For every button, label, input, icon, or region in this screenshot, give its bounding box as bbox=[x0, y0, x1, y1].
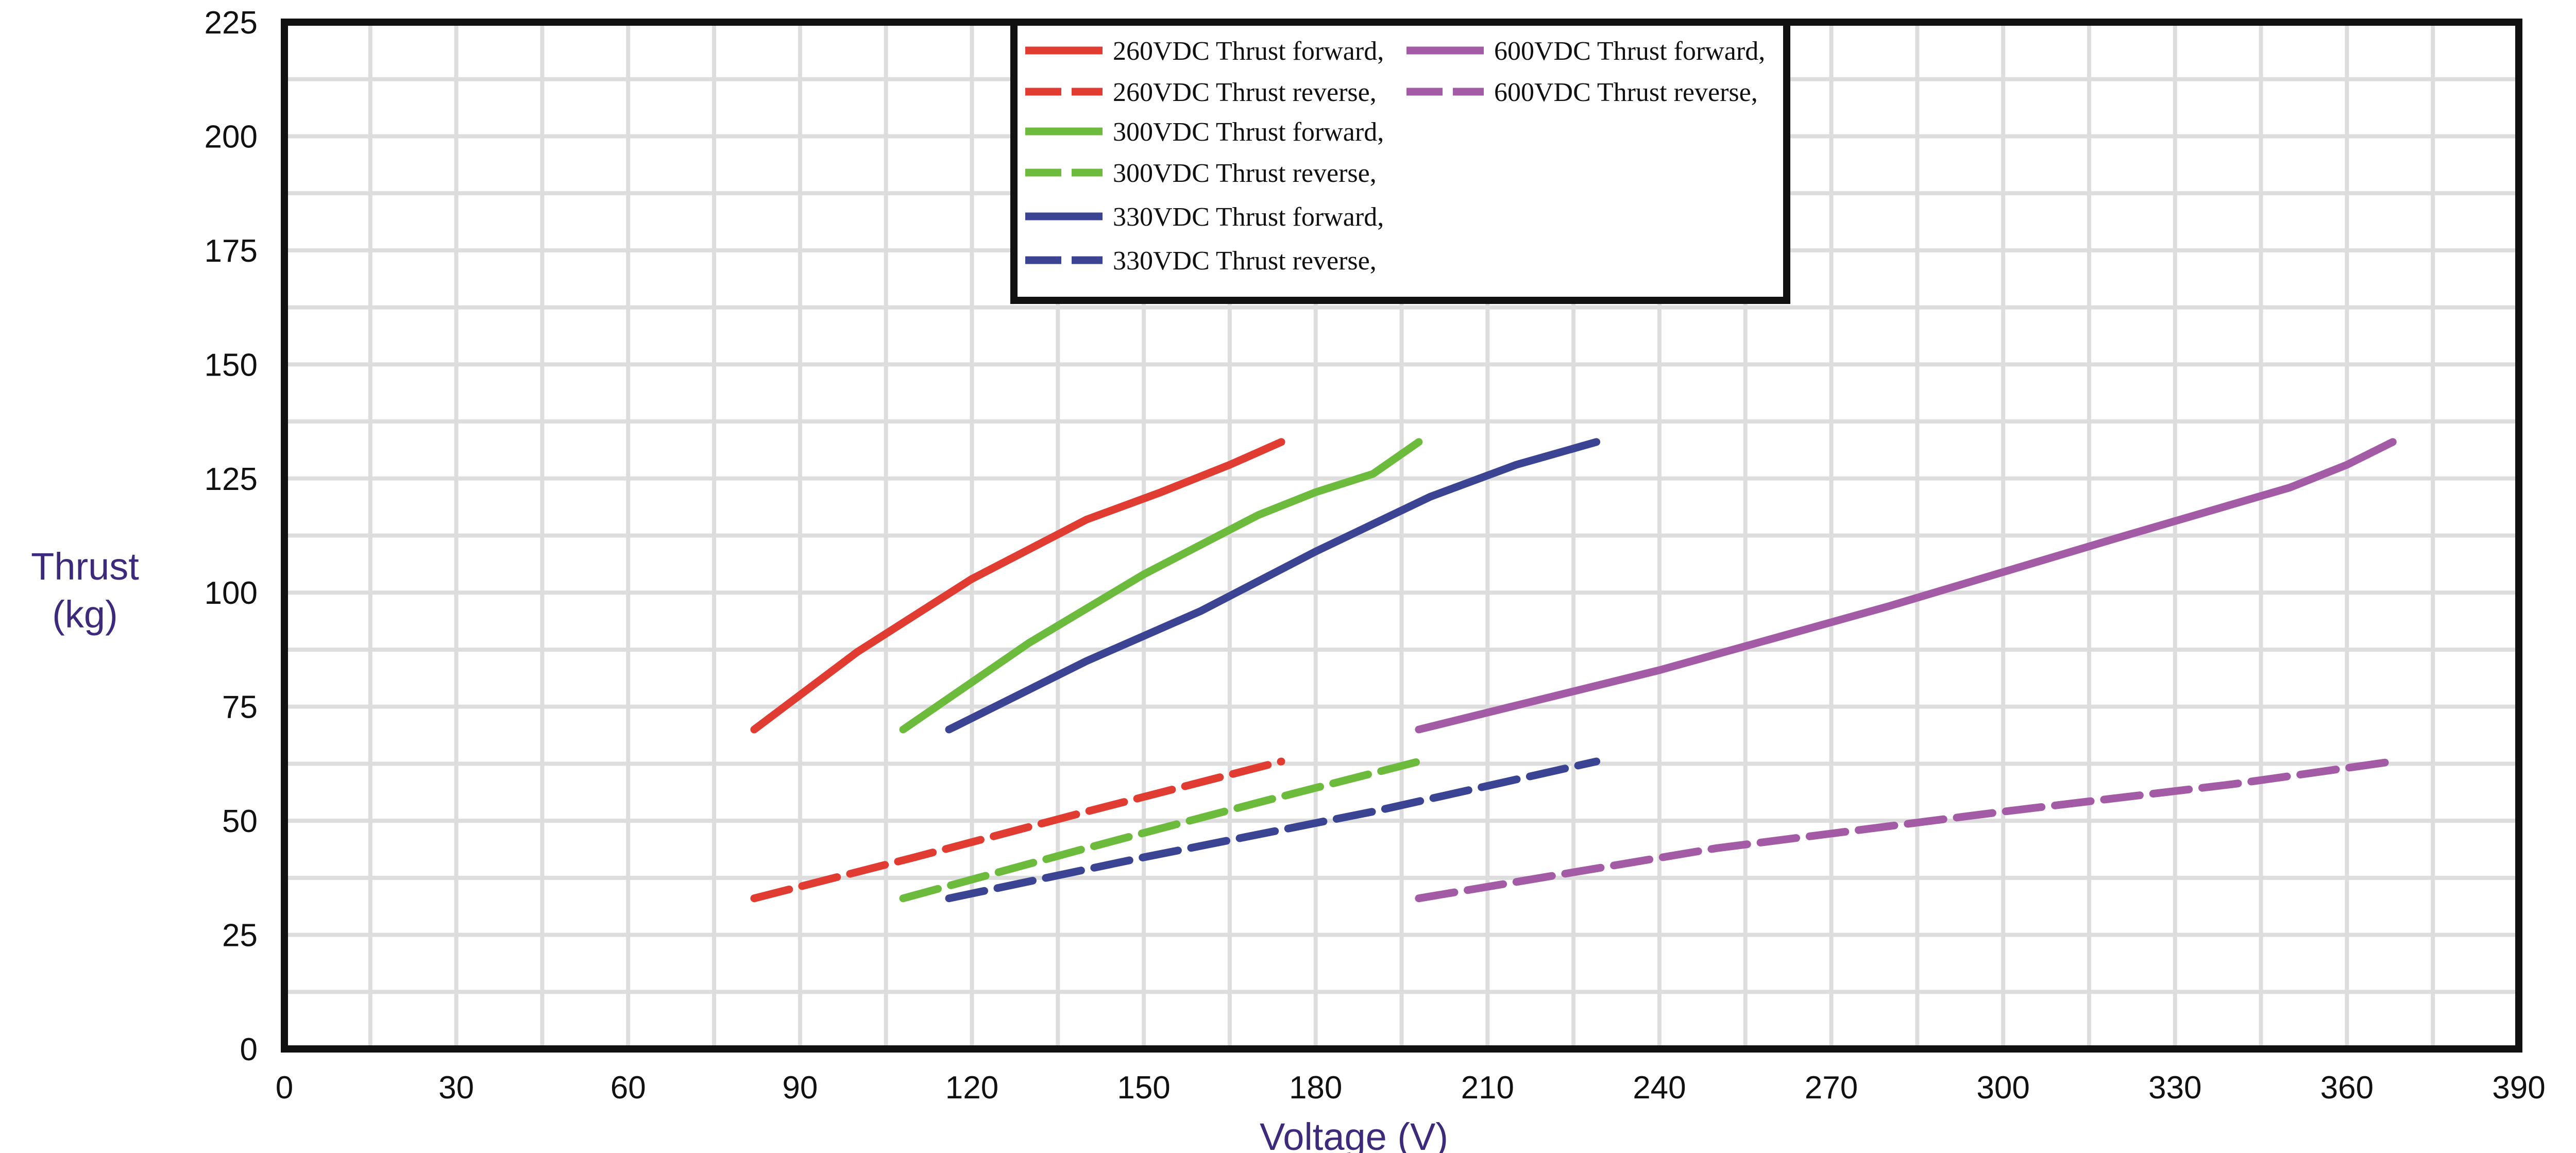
x-tick-label: 330 bbox=[2148, 1070, 2201, 1106]
x-tick-label: 270 bbox=[1805, 1070, 1858, 1106]
y-tick-label: 0 bbox=[240, 1032, 258, 1067]
series-line-3 bbox=[899, 757, 1423, 903]
legend-box bbox=[1010, 19, 1790, 304]
y-tick-labels: 0 25 50 75 100 125 150 175 200 225 bbox=[205, 5, 258, 1067]
y-tick-label: 75 bbox=[222, 690, 258, 725]
legend-label-7: 600VDC Thrust reverse, bbox=[1494, 78, 1758, 107]
legend-label-1: 260VDC Thrust reverse, bbox=[1113, 78, 1377, 107]
y-axis-title-line-2: (kg) bbox=[52, 593, 117, 636]
y-tick-label: 200 bbox=[205, 119, 258, 155]
series-line-7 bbox=[1415, 757, 2397, 903]
legend-label-2: 300VDC Thrust forward, bbox=[1113, 117, 1384, 147]
series-layer bbox=[750, 438, 2397, 903]
x-tick-label: 210 bbox=[1461, 1070, 1514, 1106]
series-line-5 bbox=[945, 757, 1601, 903]
series-line-2 bbox=[899, 438, 1423, 734]
legend: 260VDC Thrust forward, 260VDC Thrust reve… bbox=[1010, 19, 1790, 304]
y-tick-label: 100 bbox=[205, 575, 258, 611]
x-tick-label: 150 bbox=[1117, 1070, 1170, 1106]
y-tick-label: 225 bbox=[205, 5, 258, 41]
legend-label-6: 600VDC Thrust forward, bbox=[1494, 37, 1765, 66]
x-tick-label: 90 bbox=[782, 1070, 818, 1106]
series-line-0 bbox=[750, 438, 1285, 734]
legend-label-4: 330VDC Thrust forward, bbox=[1113, 202, 1384, 232]
y-tick-label: 125 bbox=[205, 462, 258, 497]
y-tick-label: 25 bbox=[222, 918, 258, 954]
x-tick-label: 0 bbox=[276, 1070, 293, 1106]
y-axis-title-line-1: Thrust bbox=[31, 545, 139, 588]
x-tick-label: 300 bbox=[1976, 1070, 2029, 1106]
x-tick-label: 120 bbox=[945, 1070, 998, 1106]
series-line-1 bbox=[750, 757, 1285, 903]
y-tick-label: 150 bbox=[205, 347, 258, 383]
legend-label-5: 330VDC Thrust reverse, bbox=[1113, 246, 1377, 276]
x-tick-labels: 0 30 60 90 120 150 180 210 240 270 300 330 360 390 bbox=[276, 1070, 2546, 1106]
y-tick-label: 175 bbox=[205, 233, 258, 269]
x-axis-title: Voltage (V) bbox=[1260, 1115, 1448, 1153]
legend-label-3: 300VDC Thrust reverse, bbox=[1113, 159, 1377, 188]
x-tick-label: 390 bbox=[2492, 1070, 2545, 1106]
x-tick-label: 360 bbox=[2320, 1070, 2374, 1106]
series-line-4 bbox=[945, 438, 1601, 734]
x-tick-label: 240 bbox=[1633, 1070, 1686, 1106]
series-line-6 bbox=[1415, 438, 2397, 734]
y-tick-label: 50 bbox=[222, 804, 258, 839]
x-tick-label: 60 bbox=[611, 1070, 646, 1106]
x-tick-label: 180 bbox=[1289, 1070, 1342, 1106]
x-tick-label: 30 bbox=[438, 1070, 474, 1106]
legend-label-0: 260VDC Thrust forward, bbox=[1113, 37, 1384, 66]
